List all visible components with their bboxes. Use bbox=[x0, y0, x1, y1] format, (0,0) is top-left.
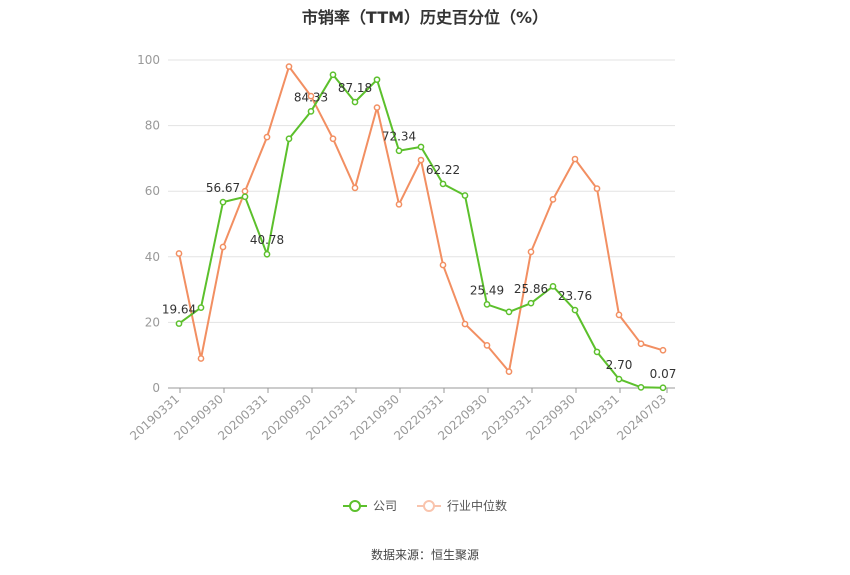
data-label-company-0: 19.64 bbox=[162, 303, 196, 317]
point-company-7 bbox=[329, 71, 337, 79]
legend-item-industry-median[interactable]: 行业中位数 bbox=[417, 497, 507, 514]
data-label-company-22: 0.07 bbox=[650, 367, 677, 381]
y-tick-label-0: 0 bbox=[152, 381, 160, 395]
point-industry-median-9 bbox=[373, 104, 381, 111]
data-label-company-12: 62.22 bbox=[426, 163, 460, 177]
legend-industry-marker-icon bbox=[417, 499, 441, 513]
data-label-company-16: 25.86 bbox=[514, 282, 548, 296]
data-label-company-2: 56.67 bbox=[206, 181, 240, 195]
point-company-14 bbox=[483, 301, 491, 308]
point-industry-median-8 bbox=[351, 184, 359, 192]
point-company-17 bbox=[549, 282, 557, 290]
chart-title: 市销率（TTM）历史百分位（%） bbox=[301, 8, 549, 27]
point-industry-median-21 bbox=[637, 340, 645, 348]
point-company-11 bbox=[417, 143, 425, 151]
y-tick-label-20: 20 bbox=[145, 315, 160, 329]
point-industry-median-6 bbox=[307, 92, 315, 100]
point-company-15 bbox=[505, 308, 513, 316]
point-company-12 bbox=[439, 180, 447, 188]
point-industry-median-7 bbox=[329, 135, 337, 143]
x-tick-label-20240703: 20240703 bbox=[614, 392, 669, 443]
legend-company-marker-icon bbox=[342, 499, 367, 513]
point-industry-median-2 bbox=[219, 243, 227, 251]
point-company-2 bbox=[219, 198, 227, 206]
point-company-8 bbox=[351, 98, 359, 106]
data-label-company-10: 72.34 bbox=[382, 130, 416, 144]
data-label-company-18: 23.76 bbox=[558, 289, 592, 303]
point-industry-median-15 bbox=[505, 368, 513, 375]
series-line-company bbox=[178, 73, 664, 389]
point-company-5 bbox=[285, 135, 293, 143]
point-industry-median-0 bbox=[175, 250, 183, 257]
data-source-note: 数据来源：恒生聚源 bbox=[370, 548, 479, 562]
point-industry-median-10 bbox=[395, 200, 403, 208]
data-label-company-6: 84.33 bbox=[294, 90, 328, 104]
y-tick-label-60: 60 bbox=[145, 184, 160, 198]
point-company-1 bbox=[197, 304, 205, 311]
y-tick-label-100: 100 bbox=[137, 53, 160, 67]
y-tick-label-80: 80 bbox=[145, 119, 160, 133]
point-company-21 bbox=[637, 383, 645, 391]
point-company-18 bbox=[571, 306, 579, 314]
point-industry-median-20 bbox=[615, 311, 623, 319]
chart-legend: 公司 行业中位数 bbox=[0, 497, 850, 514]
legend-item-company[interactable]: 公司 bbox=[342, 497, 397, 514]
point-company-9 bbox=[373, 76, 381, 84]
point-company-19 bbox=[593, 348, 601, 356]
point-company-3 bbox=[241, 193, 249, 201]
point-company-6 bbox=[307, 108, 315, 115]
point-industry-median-22 bbox=[659, 346, 667, 354]
point-industry-median-11 bbox=[417, 156, 425, 164]
data-label-company-8: 87.18 bbox=[338, 81, 372, 95]
point-industry-median-1 bbox=[197, 355, 205, 362]
point-company-0 bbox=[175, 320, 183, 327]
point-industry-median-16 bbox=[527, 248, 535, 256]
data-label-company-20: 2.70 bbox=[606, 358, 633, 372]
point-company-4 bbox=[263, 250, 271, 258]
legend-company-label: 公司 bbox=[372, 499, 397, 513]
point-company-22 bbox=[659, 384, 667, 392]
point-industry-median-17 bbox=[549, 196, 557, 203]
point-industry-median-4 bbox=[263, 133, 271, 141]
legend-industry-label: 行业中位数 bbox=[447, 499, 508, 513]
point-industry-median-18 bbox=[571, 155, 579, 163]
point-industry-median-5 bbox=[285, 63, 293, 70]
y-tick-label-40: 40 bbox=[145, 250, 160, 264]
data-label-company-14: 25.49 bbox=[470, 283, 504, 297]
point-industry-median-19 bbox=[593, 185, 601, 192]
point-company-10 bbox=[395, 147, 403, 155]
point-company-13 bbox=[461, 192, 469, 199]
point-industry-median-13 bbox=[461, 320, 469, 328]
point-industry-median-12 bbox=[439, 261, 447, 269]
data-label-company-4: 40.78 bbox=[250, 233, 284, 247]
point-company-16 bbox=[527, 299, 535, 307]
series-line-industry-median bbox=[178, 64, 664, 374]
point-industry-median-14 bbox=[483, 342, 491, 349]
point-industry-median-3 bbox=[241, 187, 249, 195]
point-company-20 bbox=[615, 375, 623, 383]
